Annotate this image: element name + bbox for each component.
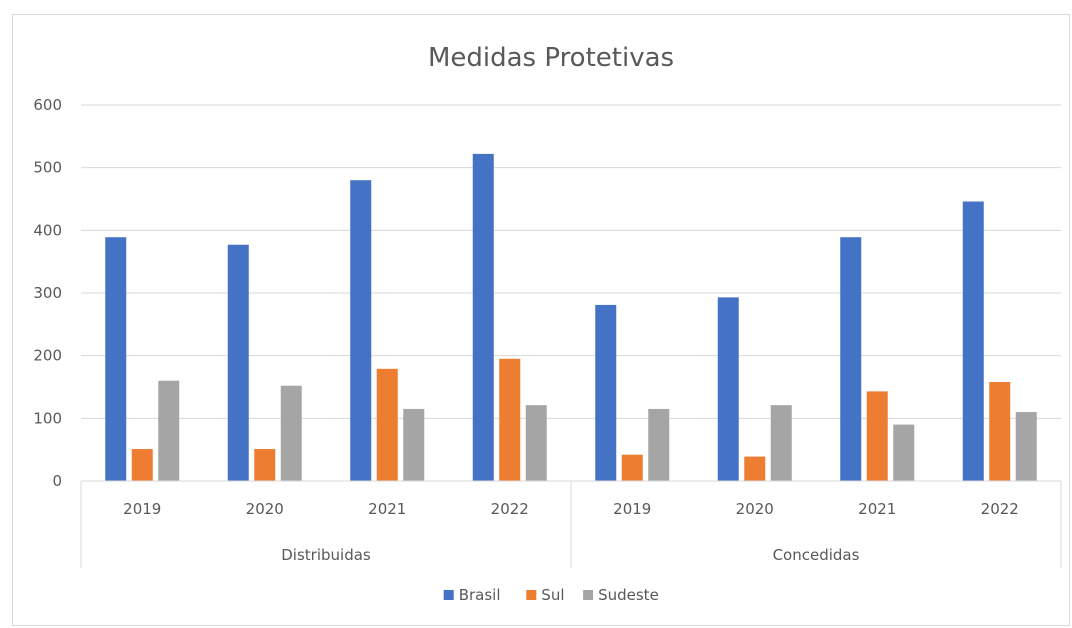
- x-tick-label: 2019: [123, 500, 161, 518]
- bar-brasil-7: [962, 201, 984, 482]
- bar-sul-5: [744, 456, 766, 481]
- y-tick-label: 300: [33, 284, 62, 302]
- bar-sudeste-0: [158, 380, 180, 481]
- bar-sudeste-5: [770, 405, 792, 481]
- x-tick-label: 2021: [858, 500, 896, 518]
- bar-brasil-1: [227, 244, 249, 481]
- bar-sudeste-1: [280, 385, 302, 481]
- bar-brasil-2: [350, 180, 372, 481]
- bar-brasil-5: [717, 297, 739, 481]
- bars: [105, 153, 1037, 482]
- x-axis: 2019 2020 2021 2022 2019 2020 2021 2022 Distribu…: [80, 480, 1062, 568]
- y-tick-label: 100: [33, 409, 62, 427]
- bar-sudeste-3: [525, 405, 547, 481]
- y-axis: 0 100 200 300 400 500 600: [33, 96, 62, 490]
- bar-sudeste-6: [893, 424, 915, 481]
- bar-sul-7: [989, 381, 1011, 481]
- bar-brasil-6: [840, 237, 862, 481]
- bar-sudeste-4: [648, 408, 670, 481]
- x-tick-label: 2021: [368, 500, 406, 518]
- bar-sul-1: [254, 449, 276, 481]
- bar-sudeste-2: [403, 408, 425, 481]
- bar-sudeste-7: [1015, 412, 1037, 481]
- y-tick-label: 600: [33, 96, 62, 114]
- legend-swatch: [443, 590, 454, 600]
- y-tick-label: 200: [33, 347, 62, 365]
- bar-brasil-3: [472, 153, 494, 481]
- x-tick-label: 2022: [981, 500, 1019, 518]
- y-tick-label: 400: [33, 221, 62, 239]
- bar-sul-4: [621, 454, 643, 481]
- legend-swatch: [583, 590, 594, 600]
- chart-title: Medidas Protetivas: [428, 43, 674, 73]
- bar-sul-6: [866, 391, 888, 481]
- y-tick-label: 500: [33, 159, 62, 177]
- group-label: Concedidas: [773, 546, 860, 564]
- y-tick-label: 0: [52, 472, 62, 490]
- bar-sul-3: [499, 358, 521, 481]
- legend-label: Sul: [541, 586, 564, 604]
- x-tick-label: 2020: [246, 500, 284, 518]
- legend-label: Sudeste: [598, 586, 659, 604]
- bar-sul-0: [131, 449, 153, 481]
- bar-brasil-0: [105, 237, 127, 481]
- legend: Brasil Sul Sudeste: [443, 586, 659, 604]
- chart-area: [12, 14, 1070, 626]
- group-label: Distribuidas: [281, 546, 371, 564]
- x-tick-label: 2019: [613, 500, 651, 518]
- x-tick-label: 2020: [736, 500, 774, 518]
- bar-brasil-4: [595, 304, 617, 481]
- bar-sul-2: [376, 368, 398, 481]
- legend-swatch: [526, 590, 537, 600]
- x-tick-label: 2022: [491, 500, 529, 518]
- legend-label: Brasil: [459, 586, 501, 604]
